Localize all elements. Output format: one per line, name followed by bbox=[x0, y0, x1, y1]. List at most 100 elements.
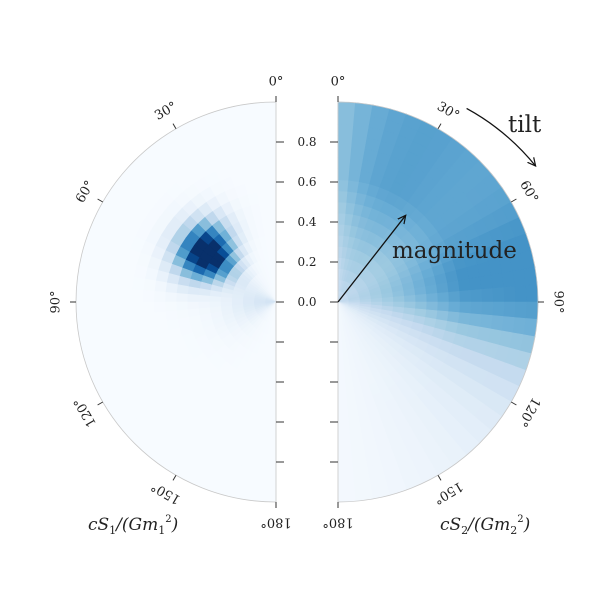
left-heatmap-cell bbox=[266, 390, 277, 403]
right-heatmap-cell bbox=[349, 432, 364, 447]
left-heatmap-cell bbox=[250, 157, 265, 172]
right-heatmap-cell bbox=[470, 301, 483, 315]
right-heatmap-cell bbox=[350, 146, 366, 161]
left-heatmap-cell bbox=[231, 297, 244, 303]
right-heatmap-cell bbox=[337, 467, 354, 481]
right-heatmap-cell bbox=[479, 274, 494, 290]
left-heatmap-cell bbox=[266, 201, 277, 214]
right-heatmap-cell bbox=[337, 434, 351, 447]
right-angle-tick-label: 30° bbox=[434, 99, 461, 124]
right-heatmap-cell bbox=[351, 135, 368, 150]
left-heatmap-cell bbox=[175, 301, 188, 312]
left-heatmap-cell bbox=[175, 292, 188, 303]
right-heatmap-cell bbox=[458, 278, 472, 292]
right-heatmap-cell bbox=[393, 295, 405, 303]
right-heatmap-cell bbox=[468, 313, 483, 328]
right-heatmap-cell bbox=[337, 101, 356, 115]
left-heatmap-cell bbox=[265, 179, 277, 192]
left-heatmap-cell bbox=[153, 280, 167, 293]
left-heatmap-cell bbox=[246, 454, 263, 469]
right-heatmap-cell bbox=[459, 301, 472, 314]
right-angle-tick bbox=[510, 401, 517, 406]
left-heatmap-cell bbox=[164, 301, 177, 313]
left-heatmap-cell bbox=[131, 313, 146, 328]
right-heatmap-cell bbox=[337, 423, 350, 436]
left-heatmap-cell bbox=[252, 422, 266, 436]
left-heatmap-cell bbox=[259, 478, 277, 492]
right-heatmap-cell bbox=[337, 379, 347, 392]
left-heatmap-cell bbox=[269, 357, 277, 369]
right-heatmap-cell bbox=[448, 291, 461, 303]
left-angle-tick-label: 150° bbox=[149, 478, 184, 507]
radial-tick-label: 0.2 bbox=[297, 255, 316, 269]
left-heatmap-cell bbox=[258, 101, 277, 115]
left-angle-tick-label: 60° bbox=[73, 178, 98, 205]
left-heatmap-cell bbox=[131, 301, 144, 315]
annotations: magnitude tilt bbox=[337, 107, 542, 303]
left-heatmap-cell bbox=[259, 112, 277, 126]
left-heatmap-cell bbox=[248, 443, 264, 458]
right-heatmap-cell bbox=[481, 288, 494, 303]
left-heatmap-cell bbox=[267, 212, 277, 225]
right-angle-tick-label: 150° bbox=[431, 478, 466, 507]
right-heatmap-cell bbox=[492, 301, 505, 317]
right-spin-panel: 0° 30° 60° 90° 120° 150° 180° bbox=[322, 75, 565, 530]
right-heatmap-cell bbox=[415, 293, 428, 303]
right-heatmap-cell bbox=[514, 301, 528, 319]
left-heatmap-cell bbox=[261, 135, 277, 148]
left-angle-tick bbox=[172, 123, 177, 130]
right-angle-tick-label: 0° bbox=[331, 75, 346, 90]
right-heatmap-cell bbox=[337, 146, 352, 159]
right-heatmap-cell bbox=[337, 179, 349, 192]
right-heatmap-cell bbox=[415, 301, 428, 311]
left-angle-tick bbox=[172, 474, 177, 481]
left-heatmap-cell bbox=[142, 278, 156, 292]
left-heatmap-cell bbox=[265, 190, 277, 203]
left-heatmap-cell bbox=[262, 146, 277, 159]
right-heatmap-cell bbox=[470, 289, 483, 303]
left-heatmap-cell bbox=[256, 400, 268, 414]
right-angle-tick bbox=[437, 123, 442, 130]
right-heatmap-cell bbox=[337, 401, 349, 414]
magnitude-arrow bbox=[337, 215, 406, 303]
left-angle-tick bbox=[97, 401, 104, 406]
right-heatmap-cell bbox=[503, 286, 517, 303]
right-heatmap-cell bbox=[337, 334, 343, 347]
right-heatmap-cell bbox=[337, 489, 356, 503]
right-heatmap-cell bbox=[337, 157, 351, 170]
right-disk-outline bbox=[337, 101, 539, 503]
left-heatmap-cell bbox=[86, 285, 100, 303]
right-heatmap-cell bbox=[337, 201, 348, 214]
right-heatmap-cell bbox=[337, 456, 353, 469]
left-heatmap-cell bbox=[176, 284, 189, 295]
radial-magnitude-axis: 0.0 0.2 0.4 0.6 0.8 bbox=[276, 135, 338, 463]
left-heatmap-cell bbox=[109, 287, 122, 303]
left-heatmap-cell bbox=[97, 286, 111, 303]
left-heatmap-cell bbox=[265, 401, 277, 414]
right-heatmap-cell bbox=[349, 157, 364, 172]
left-heatmap-cell bbox=[131, 276, 146, 291]
left-heatmap-cell bbox=[75, 284, 89, 303]
right-heatmap-cell bbox=[350, 443, 366, 458]
left-heatmap-cell bbox=[109, 315, 124, 332]
left-spin-panel: 0° 30° 60° 90° 120° 150° 180° bbox=[49, 75, 292, 530]
right-heatmap-cell bbox=[490, 272, 505, 289]
left-heatmap-cell bbox=[260, 123, 277, 137]
left-heatmap-cell bbox=[153, 301, 166, 313]
left-heatmap-cell bbox=[220, 296, 233, 303]
right-heatmap-cell bbox=[337, 445, 352, 458]
left-heatmap-cell bbox=[120, 288, 133, 303]
left-heatmap-cell bbox=[186, 293, 199, 303]
right-heatmap-cells bbox=[337, 101, 539, 503]
left-angle-tick bbox=[97, 198, 104, 203]
left-heatmap-cell bbox=[258, 489, 277, 503]
tilt-annotation: tilt bbox=[508, 112, 542, 138]
radial-tick-label: 0.6 bbox=[297, 175, 316, 189]
left-angle-tick-label: 120° bbox=[71, 395, 100, 430]
left-heatmap-cell bbox=[109, 272, 124, 289]
right-angle-tick-label: 180° bbox=[322, 515, 353, 530]
right-heatmap-cell bbox=[404, 294, 417, 303]
radial-tick-label: 0.0 bbox=[297, 295, 316, 309]
left-heatmap-cell bbox=[120, 274, 135, 290]
